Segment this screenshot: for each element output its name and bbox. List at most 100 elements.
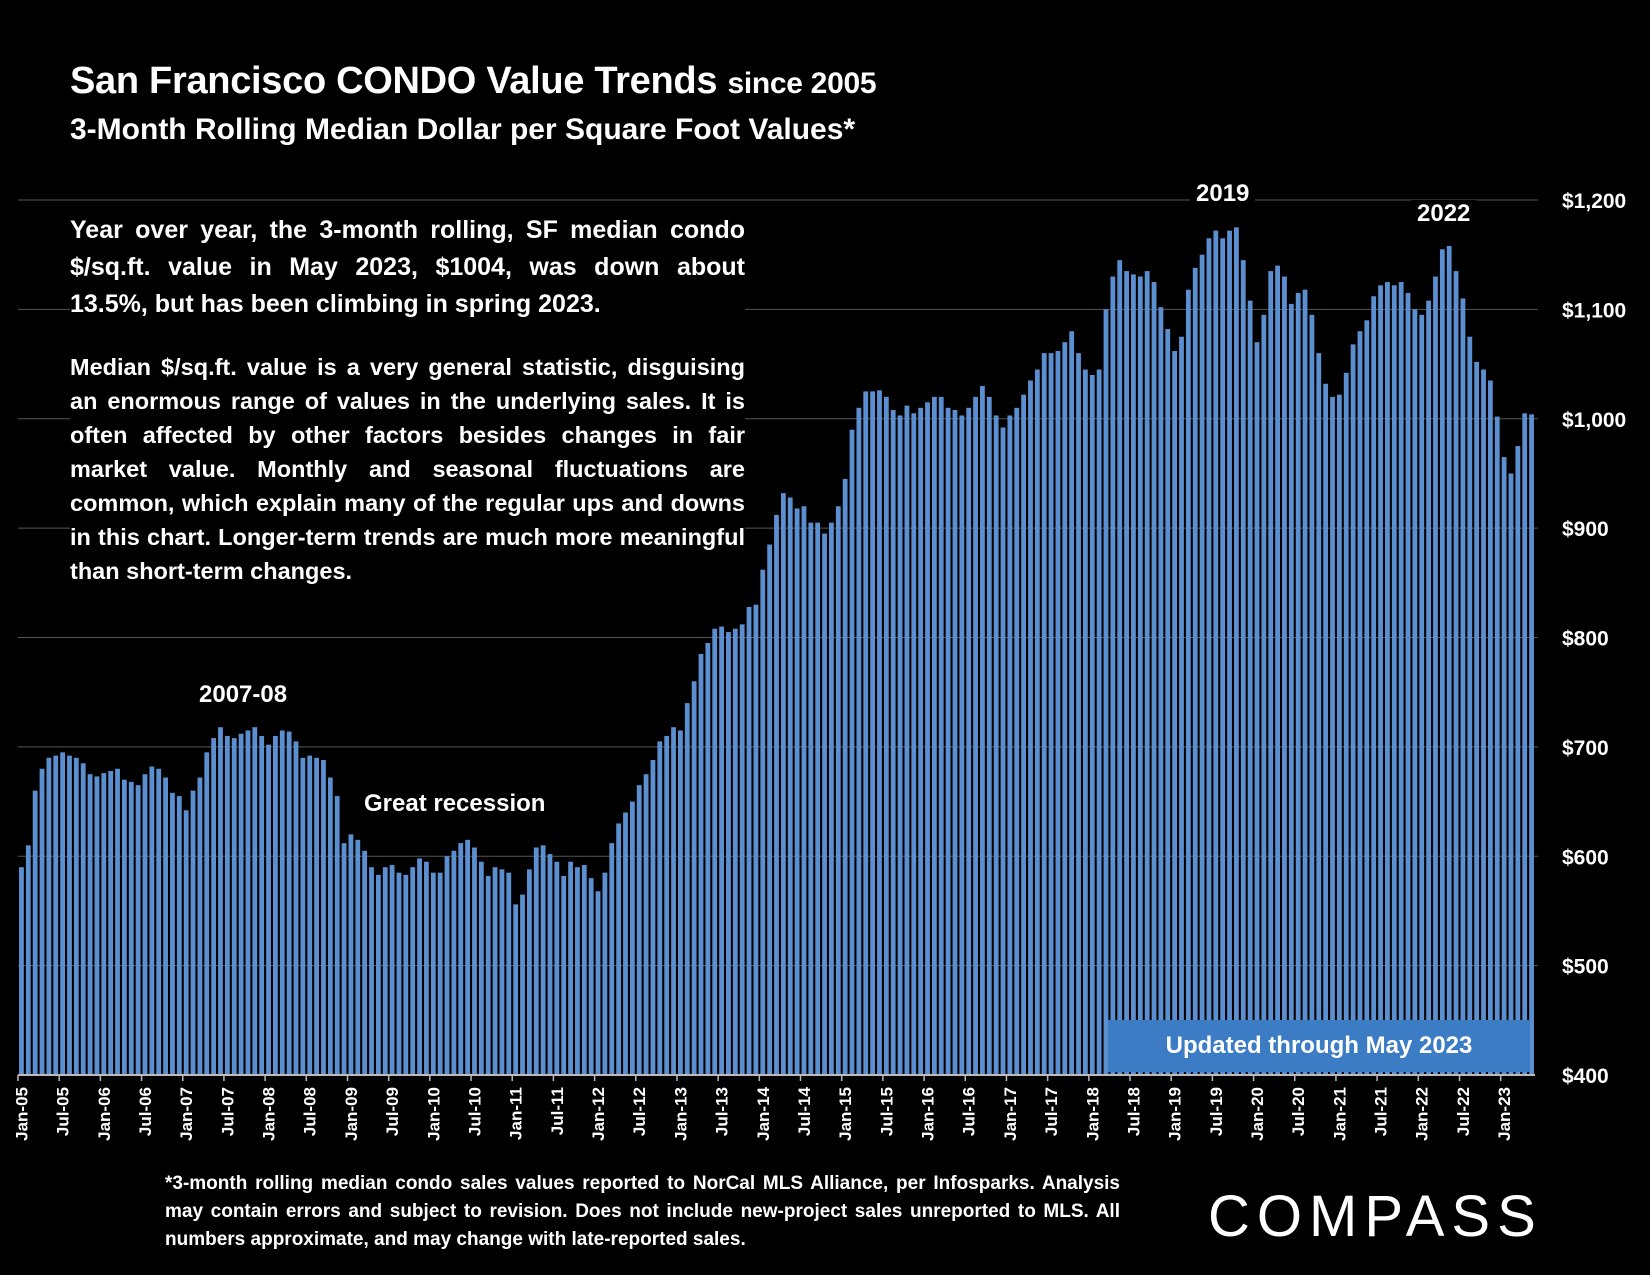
bar: [657, 741, 663, 1075]
bar: [94, 776, 100, 1075]
x-tick-label: Jan-15: [836, 1087, 855, 1141]
bar: [870, 391, 876, 1075]
x-tick-label: Jan-07: [177, 1087, 196, 1141]
bar: [60, 752, 66, 1075]
bar: [1391, 285, 1397, 1075]
x-tick-label: Jul-13: [713, 1087, 732, 1136]
bar: [341, 843, 347, 1075]
bar: [1439, 249, 1445, 1075]
bar: [1185, 289, 1191, 1075]
bar: [115, 768, 120, 1075]
chart-title: San Francisco CONDO Value Trends since 2…: [70, 60, 877, 103]
x-tick-label: Jan-16: [919, 1087, 938, 1141]
title-main: San Francisco CONDO Value Trends: [70, 60, 718, 102]
x-tick-label: Jul-22: [1454, 1087, 1473, 1136]
bar: [980, 385, 985, 1075]
bar: [430, 872, 436, 1075]
x-tick-label: Jan-08: [260, 1087, 279, 1141]
bar: [966, 407, 972, 1075]
bar: [417, 858, 422, 1075]
bar: [1378, 285, 1383, 1075]
bar: [918, 407, 924, 1075]
bar: [1419, 314, 1425, 1075]
bar: [424, 861, 429, 1075]
x-tick-label: Jul-12: [630, 1087, 649, 1136]
x-tick-label: Jul-15: [877, 1087, 896, 1136]
y-tick-label: $1,000: [1562, 409, 1626, 432]
x-tick-label: Jul-05: [54, 1087, 73, 1136]
x-tick-label: Jan-19: [1166, 1087, 1185, 1141]
x-tick-label: Jul-20: [1289, 1087, 1308, 1136]
bar: [142, 774, 148, 1075]
bar: [403, 874, 409, 1075]
x-tick-label: Jul-18: [1124, 1087, 1143, 1136]
x-tick-label: Jul-10: [465, 1087, 484, 1136]
bar: [726, 632, 731, 1075]
bar: [1433, 276, 1438, 1075]
bar: [822, 533, 827, 1075]
bar: [1426, 300, 1432, 1075]
bar: [204, 752, 210, 1075]
bar: [863, 391, 869, 1075]
bar: [87, 774, 93, 1075]
bar: [1371, 296, 1377, 1075]
bar: [1405, 292, 1411, 1075]
bar: [609, 843, 615, 1075]
bar: [307, 755, 313, 1075]
bar: [602, 872, 608, 1075]
bar: [156, 768, 162, 1075]
bar: [1048, 353, 1054, 1075]
bar: [1055, 350, 1061, 1075]
bar: [897, 415, 903, 1075]
bar: [780, 493, 786, 1075]
bar: [80, 763, 86, 1075]
bar: [1282, 276, 1287, 1075]
bar: [973, 396, 978, 1075]
bar: [842, 478, 848, 1075]
bar: [575, 867, 580, 1075]
bar: [753, 604, 759, 1075]
bar: [252, 727, 258, 1075]
x-tick-label: Jan-13: [671, 1087, 690, 1141]
bar: [774, 515, 779, 1075]
bar: [705, 642, 711, 1075]
bar: [1199, 254, 1205, 1075]
bar: [327, 777, 333, 1075]
bar: [1240, 260, 1246, 1075]
x-tick-label: Jan-21: [1330, 1087, 1349, 1141]
bar: [904, 405, 910, 1075]
bar: [1227, 230, 1232, 1075]
bar: [1316, 353, 1322, 1075]
bar: [472, 847, 477, 1075]
bar: [396, 872, 402, 1075]
bar: [650, 760, 656, 1075]
bar: [636, 785, 642, 1075]
bar: [671, 727, 676, 1075]
bar: [856, 407, 862, 1075]
bar: [1268, 271, 1274, 1075]
bar: [1028, 380, 1033, 1075]
bar: [32, 790, 38, 1075]
bar: [808, 522, 814, 1075]
bar: [739, 624, 745, 1075]
bar: [245, 730, 251, 1075]
bar: [348, 834, 354, 1075]
bar: [67, 755, 72, 1075]
bar: [1089, 375, 1095, 1075]
bar: [1336, 394, 1342, 1075]
y-axis-tick-labels: $1,200 $1,100 $1,000 $900 $800 $700 $600 $500 $4…: [1562, 190, 1626, 1088]
bar: [506, 872, 512, 1075]
bar: [238, 733, 244, 1075]
bar: [952, 410, 958, 1075]
bar: [526, 869, 532, 1075]
bar: [643, 774, 649, 1075]
bar: [1247, 300, 1253, 1075]
bar: [794, 508, 800, 1075]
bar: [444, 856, 450, 1075]
bar: [273, 735, 278, 1075]
bar: [719, 626, 724, 1075]
x-tick-label: Jul-16: [960, 1087, 979, 1136]
bar: [19, 867, 24, 1075]
x-tick-label: Jul-08: [301, 1087, 320, 1136]
